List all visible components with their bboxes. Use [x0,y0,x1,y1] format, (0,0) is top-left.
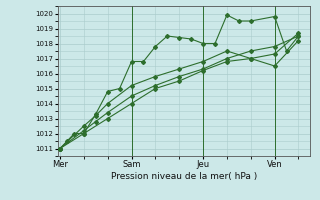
X-axis label: Pression niveau de la mer( hPa ): Pression niveau de la mer( hPa ) [111,172,257,181]
